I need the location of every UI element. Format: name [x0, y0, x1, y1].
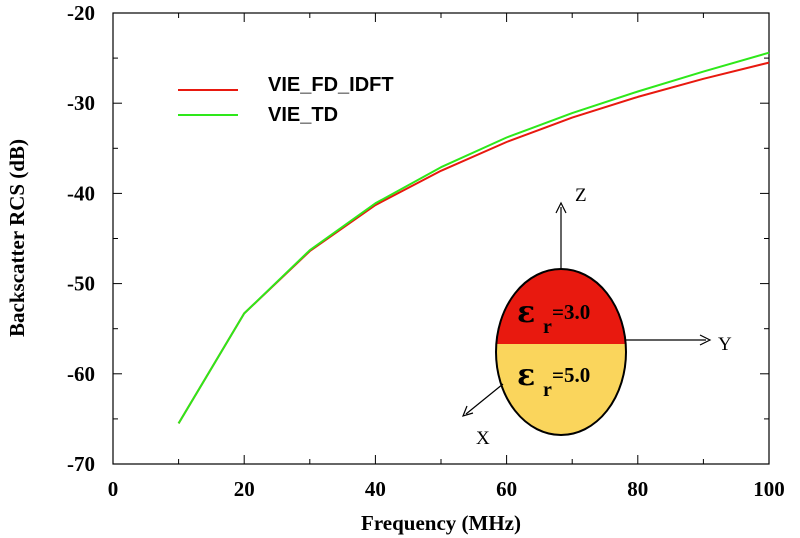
y-tick-label: -70 [67, 452, 95, 476]
y-tick-label: -50 [67, 272, 95, 296]
x-axis-arrowhead [461, 405, 474, 417]
epsilon-subscript-lower: r [543, 379, 552, 401]
epsilon-subscript-upper: r [543, 316, 552, 338]
z-axis-label: Z [575, 185, 587, 206]
x-tick-label: 80 [627, 477, 648, 501]
lower-hemisphere [496, 344, 626, 435]
permittivity-label-upper: ε r =3.0 [517, 295, 590, 338]
legend-label-vie-td: VIE_TD [268, 104, 338, 126]
y-axis-label: Y [718, 334, 732, 355]
legend: VIE_FD_IDFT VIE_TD [178, 74, 394, 126]
x-axis-label: X [476, 428, 490, 449]
permittivity-value-upper: =3.0 [552, 300, 590, 324]
x-tick-label: 0 [108, 477, 119, 501]
epsilon-symbol-upper: ε [517, 295, 535, 330]
z-axis-arrowhead [555, 201, 567, 214]
y-axis-ticks [113, 12, 769, 465]
y-axis-tick-labels: -70 -60 -50 -40 -30 -20 [67, 1, 95, 476]
y-axis-title: Backscatter RCS (dB) [5, 139, 29, 337]
x-tick-label: 60 [496, 477, 517, 501]
x-axis-ticks [112, 13, 770, 464]
x-axis-tick-labels: 0 20 40 60 80 100 [108, 477, 785, 501]
series-line-vie-td [177, 51, 770, 424]
epsilon-symbol-lower: ε [517, 358, 535, 393]
permittivity-value-lower: =5.0 [552, 363, 590, 387]
inset-diagram: Z Y X ε r =3.0 ε r =5.0 [461, 185, 732, 449]
y-tick-label: -40 [67, 181, 95, 205]
x-axis-title: Frequency (MHz) [361, 511, 521, 535]
x-tick-label: 40 [365, 477, 386, 501]
y-tick-label: -20 [67, 1, 95, 25]
x-tick-label: 100 [753, 477, 785, 501]
y-tick-label: -60 [67, 362, 95, 386]
upper-hemisphere [496, 269, 626, 344]
legend-label-vie-fd-idft: VIE_FD_IDFT [268, 74, 394, 96]
y-tick-label: -30 [67, 91, 95, 115]
x-axis-line [465, 383, 504, 415]
permittivity-label-lower: ε r =5.0 [517, 358, 590, 401]
x-tick-label: 20 [234, 477, 255, 501]
series-layer [177, 51, 770, 424]
y-axis-arrowhead [699, 334, 712, 346]
